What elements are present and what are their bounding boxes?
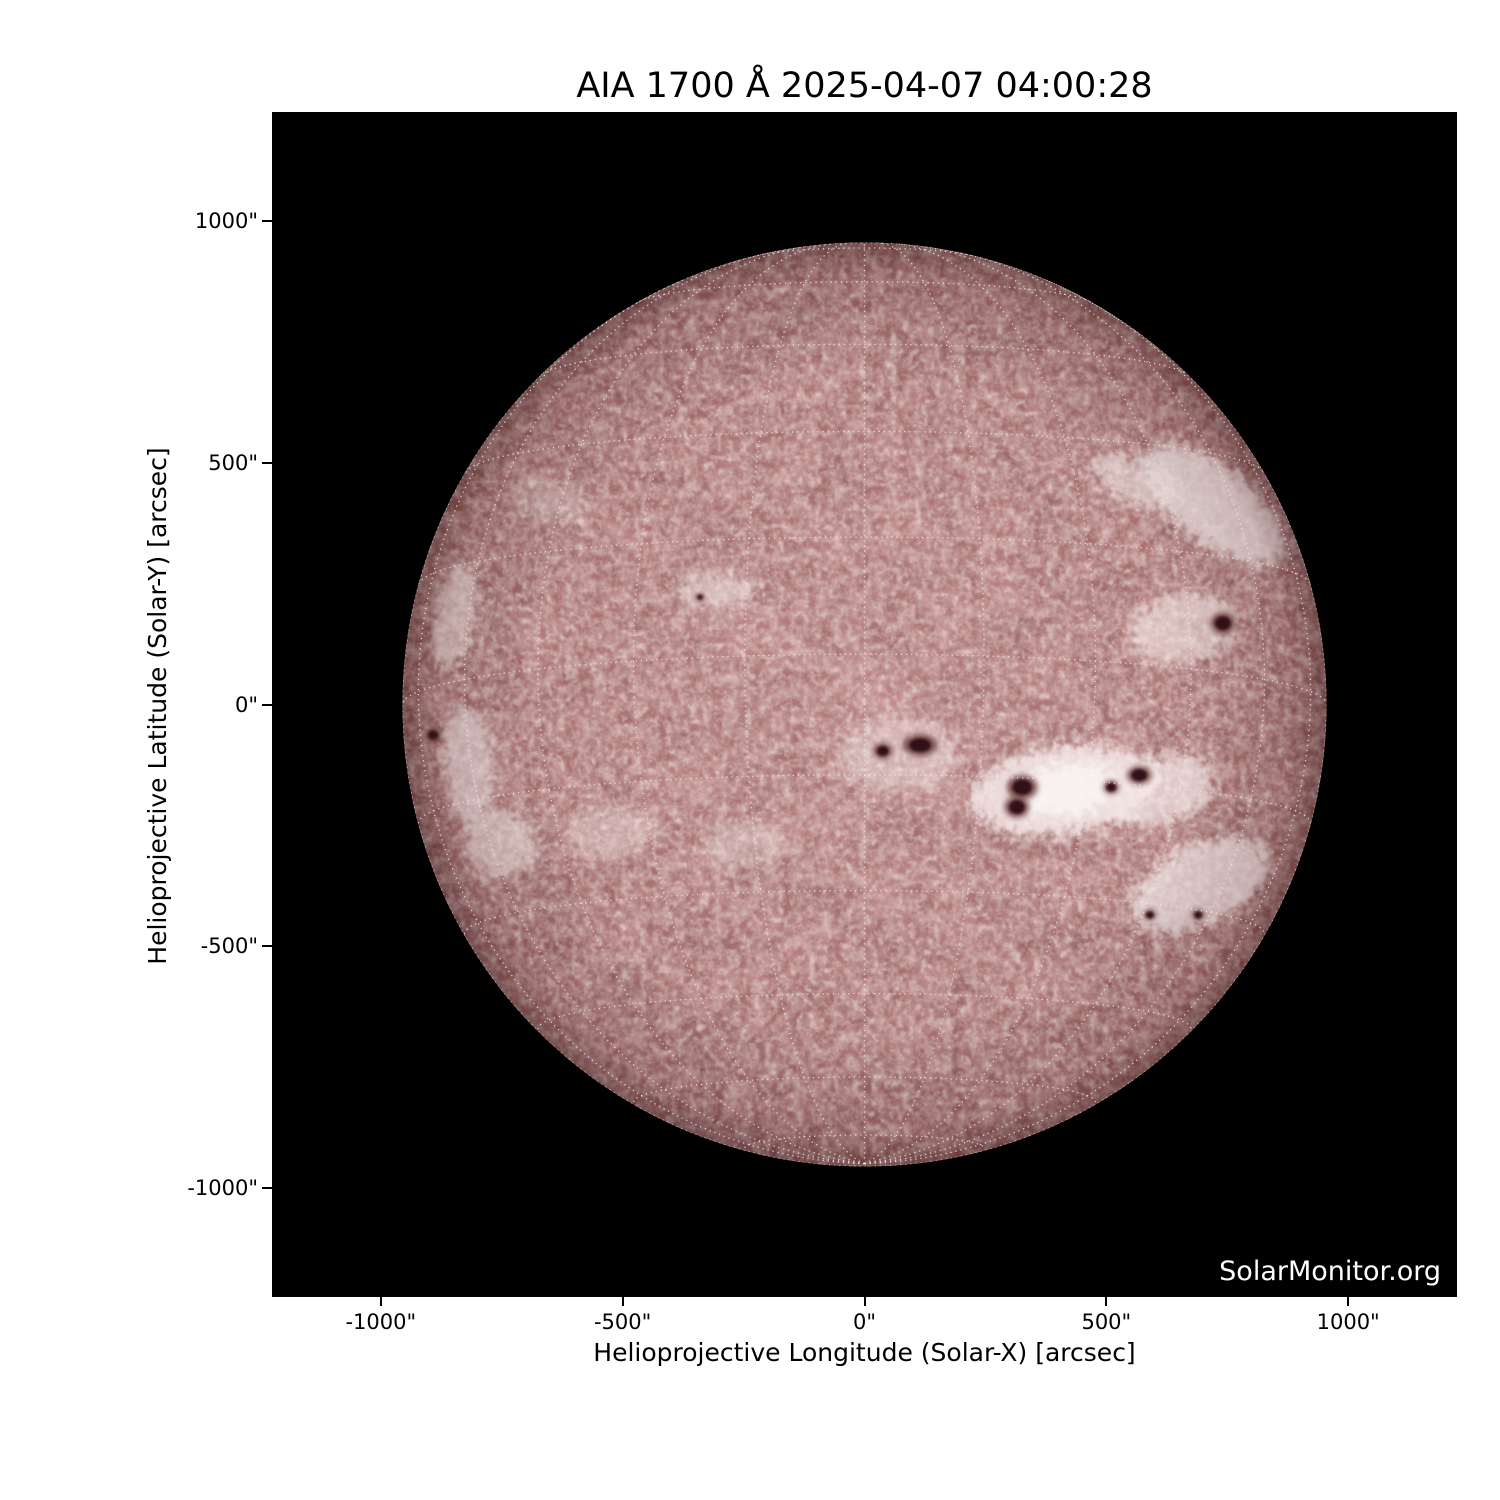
x-tick-label: 0" xyxy=(852,1310,877,1334)
x-tick-label: 1000" xyxy=(1316,1310,1380,1334)
grid-meridian xyxy=(864,252,1266,1165)
grid-meridian xyxy=(864,243,1097,1165)
x-tick-mark xyxy=(1105,1297,1108,1306)
y-tick-label: 1000" xyxy=(194,208,258,233)
x-tick-mark xyxy=(863,1297,866,1306)
x-tick-mark xyxy=(1347,1297,1350,1306)
grid-limb-circle xyxy=(402,242,1327,1167)
watermark-solarmonitor: SolarMonitor.org xyxy=(1219,1256,1441,1287)
grid-parallel xyxy=(744,1134,985,1149)
grid-parallel xyxy=(632,1076,1097,1103)
grid-parallel xyxy=(463,889,1266,935)
grid-meridian xyxy=(417,279,865,1165)
plot-area: SolarMonitor.org xyxy=(272,112,1457,1297)
y-tick-label: 0" xyxy=(234,692,258,717)
grid-meridian xyxy=(537,245,865,1165)
grid-parallel xyxy=(756,247,973,256)
y-tick-mark xyxy=(262,461,272,464)
y-tick-mark xyxy=(262,1187,272,1190)
grid-meridian xyxy=(864,279,1312,1165)
x-axis-label: Helioprojective Longitude (Solar-X) [arc… xyxy=(593,1338,1136,1367)
y-tick-label: -500" xyxy=(200,934,258,959)
grid-meridian xyxy=(463,252,865,1165)
y-tick-mark xyxy=(262,945,272,948)
x-tick-mark xyxy=(379,1297,382,1306)
chart-title: AIA 1700 Å 2025-04-07 04:00:28 xyxy=(576,66,1153,106)
grid-meridian xyxy=(864,245,1192,1165)
y-tick-label: -1000" xyxy=(187,1176,258,1201)
grid-parallel xyxy=(464,430,1265,473)
grid-meridian xyxy=(632,243,865,1165)
x-tick-label: 500" xyxy=(1081,1310,1132,1334)
heliographic-grid xyxy=(402,242,1327,1167)
x-tick-label: -500" xyxy=(593,1310,652,1334)
solar-disk-image xyxy=(402,242,1327,1167)
grid-parallel xyxy=(540,343,1189,376)
y-tick-mark xyxy=(262,703,272,706)
x-tick-mark xyxy=(621,1297,624,1306)
grid-parallel xyxy=(537,992,1192,1030)
y-tick-mark xyxy=(262,219,272,222)
grid-parallel xyxy=(417,774,1312,824)
y-tick-label: 500" xyxy=(208,450,258,475)
x-tick-label: -1000" xyxy=(345,1310,417,1334)
